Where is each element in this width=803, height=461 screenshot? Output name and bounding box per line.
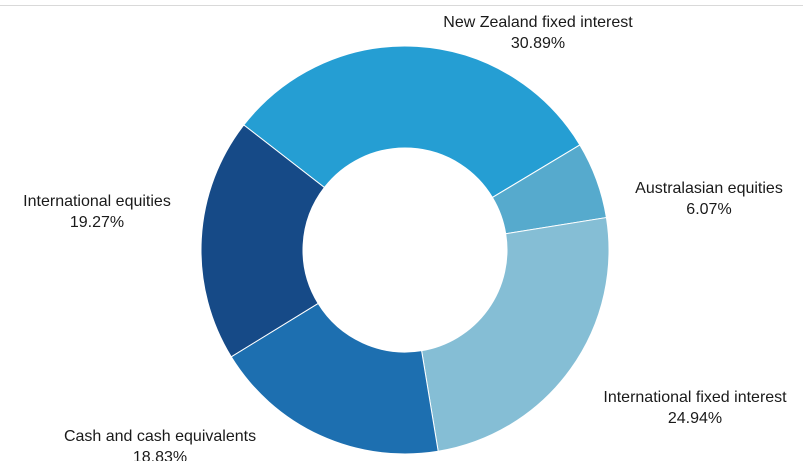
slice-international-equities <box>200 124 326 358</box>
slice-percent: 30.89% <box>510 35 566 52</box>
slice-label-cash-equivalents: Cash and cash equivalents 18.83% <box>64 426 256 461</box>
slice-label-international-equities: International equities 19.27% <box>23 191 171 233</box>
slice-percent: 19.27% <box>69 214 125 231</box>
slice-name: International equities <box>23 193 171 210</box>
slice-percent: 24.94% <box>667 410 723 427</box>
slice-name: International fixed interest <box>603 389 787 406</box>
slice-label-australasian-equities: Australasian equities 6.07% <box>635 178 783 220</box>
slice-cash-equivalents <box>230 302 439 455</box>
slice-name: Cash and cash equivalents <box>63 428 257 445</box>
slice-label-international-fixed-interest: International fixed interest 24.94% <box>603 387 786 429</box>
slice-percent: 6.07% <box>686 201 732 218</box>
slice-nz-fixed-interest <box>243 45 581 199</box>
slice-name: New Zealand fixed interest <box>443 14 633 31</box>
top-divider <box>0 5 803 6</box>
slice-percent: 18.83% <box>132 449 188 461</box>
slice-label-nz-fixed-interest: New Zealand fixed interest 30.89% <box>443 12 632 54</box>
slice-international-fixed-interest <box>421 216 610 452</box>
slice-name: Australasian equities <box>635 180 783 197</box>
